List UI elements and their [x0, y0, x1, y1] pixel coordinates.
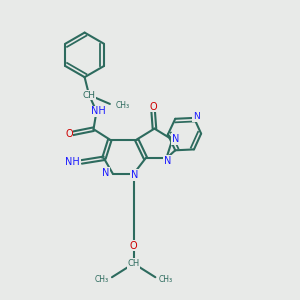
Text: N: N: [172, 134, 179, 144]
Text: CH₃: CH₃: [95, 275, 109, 284]
Text: NH: NH: [65, 157, 80, 167]
Text: O: O: [65, 129, 73, 139]
Text: O: O: [149, 102, 157, 112]
Text: CH₃: CH₃: [115, 101, 129, 110]
Text: CH: CH: [128, 259, 140, 268]
Text: CH: CH: [82, 91, 96, 100]
Text: O: O: [130, 241, 137, 251]
Text: N: N: [130, 170, 138, 180]
Text: N: N: [193, 112, 200, 121]
Text: NH: NH: [91, 106, 105, 116]
Text: N: N: [164, 156, 172, 166]
Text: N: N: [102, 168, 109, 178]
Text: CH₃: CH₃: [158, 275, 172, 284]
